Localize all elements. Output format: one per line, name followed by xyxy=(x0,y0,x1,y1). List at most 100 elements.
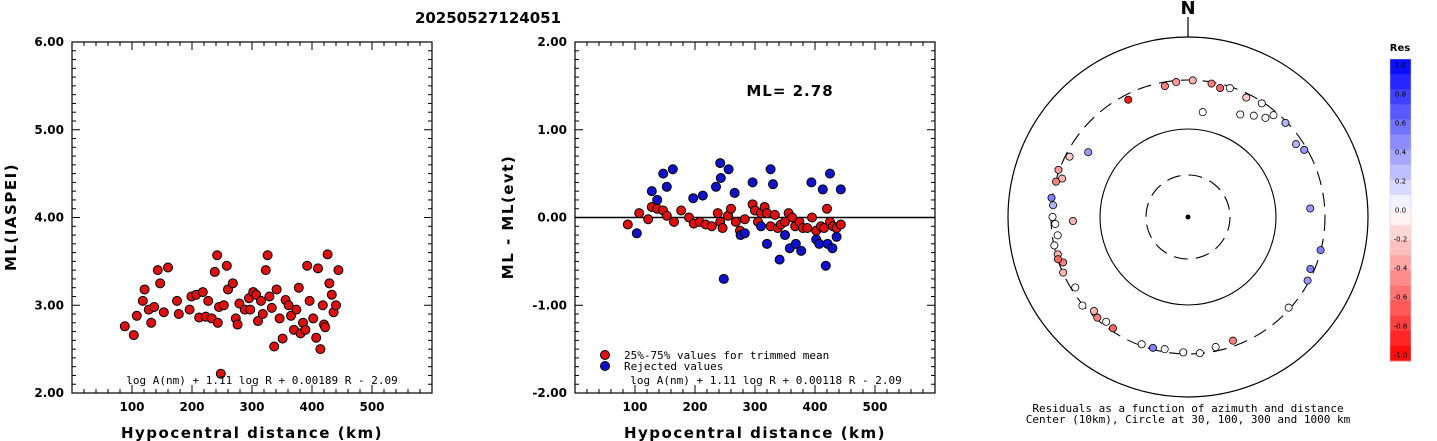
data-point xyxy=(667,164,678,175)
data-point xyxy=(658,168,669,179)
data-point xyxy=(688,193,699,204)
y-tick-label: 2.00 xyxy=(537,35,567,49)
residual-distance-panel: 2.00 1.00 0.00 -1.00 -2.00 100 200 300 400 500 M… xyxy=(499,35,936,441)
y-tick-label: 3.00 xyxy=(34,298,64,312)
colorbar-cell xyxy=(1390,315,1411,332)
x-tick-label: 200 xyxy=(179,400,204,414)
data-point xyxy=(739,228,750,239)
data-point xyxy=(149,302,160,313)
data-point xyxy=(277,333,288,344)
y-tick-label: 4.00 xyxy=(34,211,64,225)
x-axis-label: Hypocentral distance (km) xyxy=(121,424,383,441)
data-point xyxy=(697,190,708,201)
colorbar-tick-label: 0.0 xyxy=(1395,207,1406,215)
formula-text: log A(nm) + 1.11 log R + 0.00118 R - 2.0… xyxy=(630,374,902,387)
residual-point xyxy=(1281,118,1290,127)
data-point xyxy=(331,300,341,311)
data-point xyxy=(320,322,331,333)
data-point xyxy=(825,168,835,179)
colorbar-cell xyxy=(1390,149,1411,166)
data-point xyxy=(304,295,315,306)
colorbar-title: Res xyxy=(1390,43,1410,54)
tick-marks xyxy=(71,41,433,394)
colorbar-tick-label: 0.8 xyxy=(1395,91,1406,99)
data-point xyxy=(218,300,229,311)
colorbar-cell xyxy=(1390,134,1411,151)
residual-point xyxy=(1188,76,1197,85)
data-point xyxy=(137,295,148,306)
residual-point xyxy=(1229,336,1238,345)
data-point xyxy=(119,321,130,332)
data-point xyxy=(739,214,750,225)
data-point xyxy=(139,284,150,295)
colorbar-cell xyxy=(1390,164,1411,181)
data-point xyxy=(163,262,173,273)
data-point xyxy=(802,223,813,234)
residual-points xyxy=(1047,76,1325,358)
residual-point xyxy=(1051,219,1060,228)
data-point xyxy=(262,250,273,261)
colorbar-cell xyxy=(1390,240,1411,256)
residual-point xyxy=(1216,84,1225,93)
data-point xyxy=(634,208,645,219)
north-label: N xyxy=(1180,0,1195,19)
data-point xyxy=(221,260,232,271)
y-tick-label: 1.00 xyxy=(537,123,567,137)
colorbar-tick-label: -0.8 xyxy=(1394,323,1408,331)
data-point xyxy=(780,230,790,241)
data-point xyxy=(245,304,256,315)
data-point xyxy=(729,187,740,198)
data-point xyxy=(286,310,296,321)
x-axis-label: Hypocentral distance (km) xyxy=(624,424,886,441)
ml-annotation: ML= 2.78 xyxy=(746,82,833,100)
residual-point xyxy=(1058,174,1067,183)
data-point xyxy=(717,223,728,234)
residual-point xyxy=(1249,111,1258,120)
circle-30km xyxy=(1145,174,1231,260)
data-point xyxy=(232,319,243,330)
data-point xyxy=(718,273,729,284)
residual-point xyxy=(1050,241,1059,250)
x-tick-label: 300 xyxy=(239,400,264,414)
residual-point xyxy=(1093,313,1102,322)
data-point xyxy=(790,238,801,249)
data-point xyxy=(814,238,825,249)
colorbar-tick-label: -1.0 xyxy=(1394,352,1408,360)
residual-point xyxy=(1051,177,1060,186)
colorbar-cell xyxy=(1390,210,1411,226)
data-point xyxy=(215,368,226,379)
data-point xyxy=(827,243,838,254)
legend-label-trimmed: 25%-75% values for trimmed mean xyxy=(624,349,829,362)
colorbar-cell xyxy=(1390,74,1411,90)
residual-point xyxy=(1078,301,1087,310)
colorbar-cell xyxy=(1390,285,1411,302)
data-point xyxy=(711,181,721,192)
caption-line-1: Residuals as a function of azimuth and d… xyxy=(1032,402,1343,415)
data-point xyxy=(835,184,846,195)
data-point xyxy=(726,203,736,214)
y-axis-label: ML(IASPEI) xyxy=(2,163,20,271)
data-point xyxy=(787,212,798,223)
residual-point xyxy=(1137,340,1146,349)
y-axis-label: ML - ML(evt) xyxy=(499,155,517,279)
data-point xyxy=(131,310,142,321)
colorbar-cell xyxy=(1390,270,1411,286)
colorbar-cell xyxy=(1390,194,1411,211)
data-point xyxy=(652,194,663,205)
residual-point xyxy=(1054,165,1063,174)
residual-point xyxy=(1300,145,1309,154)
data-point xyxy=(631,228,642,239)
residual-point xyxy=(1198,108,1207,117)
x-tick-label: 300 xyxy=(742,400,767,414)
data-point xyxy=(723,164,734,175)
colorbar-tick-label: 0.4 xyxy=(1395,149,1407,157)
data-point xyxy=(291,304,302,315)
x-tick-label: 500 xyxy=(359,400,384,414)
data-point xyxy=(661,210,672,221)
x-tick-label: 200 xyxy=(682,400,707,414)
residual-point xyxy=(1048,212,1057,221)
residual-point xyxy=(1160,345,1169,354)
plot-frame xyxy=(71,41,433,394)
y-tick-labels: 2.00 1.00 0.00 -1.00 -2.00 xyxy=(532,35,567,400)
data-point xyxy=(227,278,238,289)
